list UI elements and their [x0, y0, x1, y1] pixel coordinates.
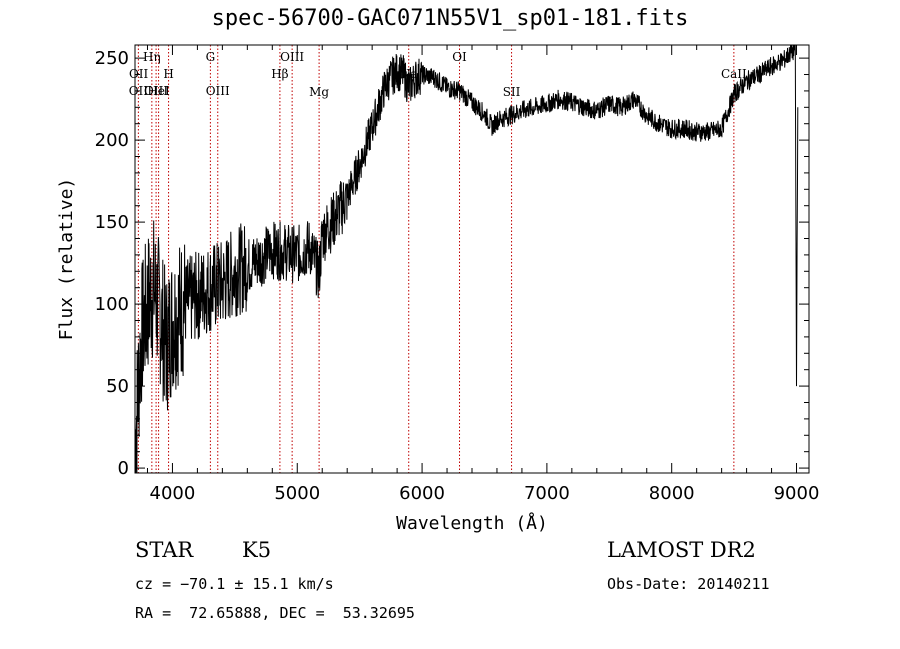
- spectral-line-label: H: [163, 67, 173, 81]
- spectral-line-label: OIII: [280, 50, 304, 64]
- plot-frame: [134, 44, 810, 474]
- spectral-line-label: Hβ: [271, 67, 288, 81]
- spectral-line-label: Mg: [309, 85, 329, 99]
- x-tick-label: 6000: [399, 483, 445, 504]
- x-tick-label: 8000: [649, 483, 695, 504]
- y-tick-label: 250: [95, 48, 129, 69]
- spectral-line-label: Hη: [143, 50, 161, 64]
- y-tick-label: 200: [95, 130, 129, 151]
- chart-title: spec-56700-GAC071N55V1_sp01-181.fits: [211, 6, 689, 31]
- x-tick-label: 9000: [774, 483, 820, 504]
- object-class: STAR: [135, 538, 194, 562]
- observation-date: Obs-Date: 20140211: [607, 575, 770, 593]
- spectral-subclass: K5: [242, 538, 272, 562]
- spectral-line-label: SII: [503, 85, 521, 99]
- y-tick-label: 50: [106, 376, 129, 397]
- spectral-line-label: Na: [400, 67, 418, 81]
- spectral-line-label: CaII: [721, 67, 747, 81]
- spectral-line-label: OII: [129, 84, 149, 98]
- spectral-line-label: HeI: [147, 84, 170, 98]
- spectral-line-label: OIII: [206, 84, 230, 98]
- y-tick-label: 150: [95, 212, 129, 233]
- x-axis-label: Wavelength (Å): [396, 512, 548, 534]
- y-tick-label: 0: [118, 458, 129, 479]
- y-tick-label: 100: [95, 294, 129, 315]
- spectral-line-label: OIII: [144, 84, 168, 98]
- redshift-velocity: cz = −70.1 ± 15.1 km/s: [135, 575, 334, 593]
- y-axis-label: Flux (relative): [56, 178, 77, 341]
- spectral-line-label: OII: [129, 67, 149, 81]
- spectral-line-label: OI: [452, 50, 467, 64]
- survey-label: LAMOST DR2: [607, 538, 756, 562]
- spectral-line-label: G: [206, 50, 216, 64]
- x-tick-label: 5000: [274, 483, 320, 504]
- coordinates: RA = 72.65888, DEC = 53.32695: [135, 604, 415, 622]
- x-tick-label: 4000: [150, 483, 196, 504]
- spectrum-line: [135, 45, 799, 473]
- x-tick-label: 7000: [524, 483, 570, 504]
